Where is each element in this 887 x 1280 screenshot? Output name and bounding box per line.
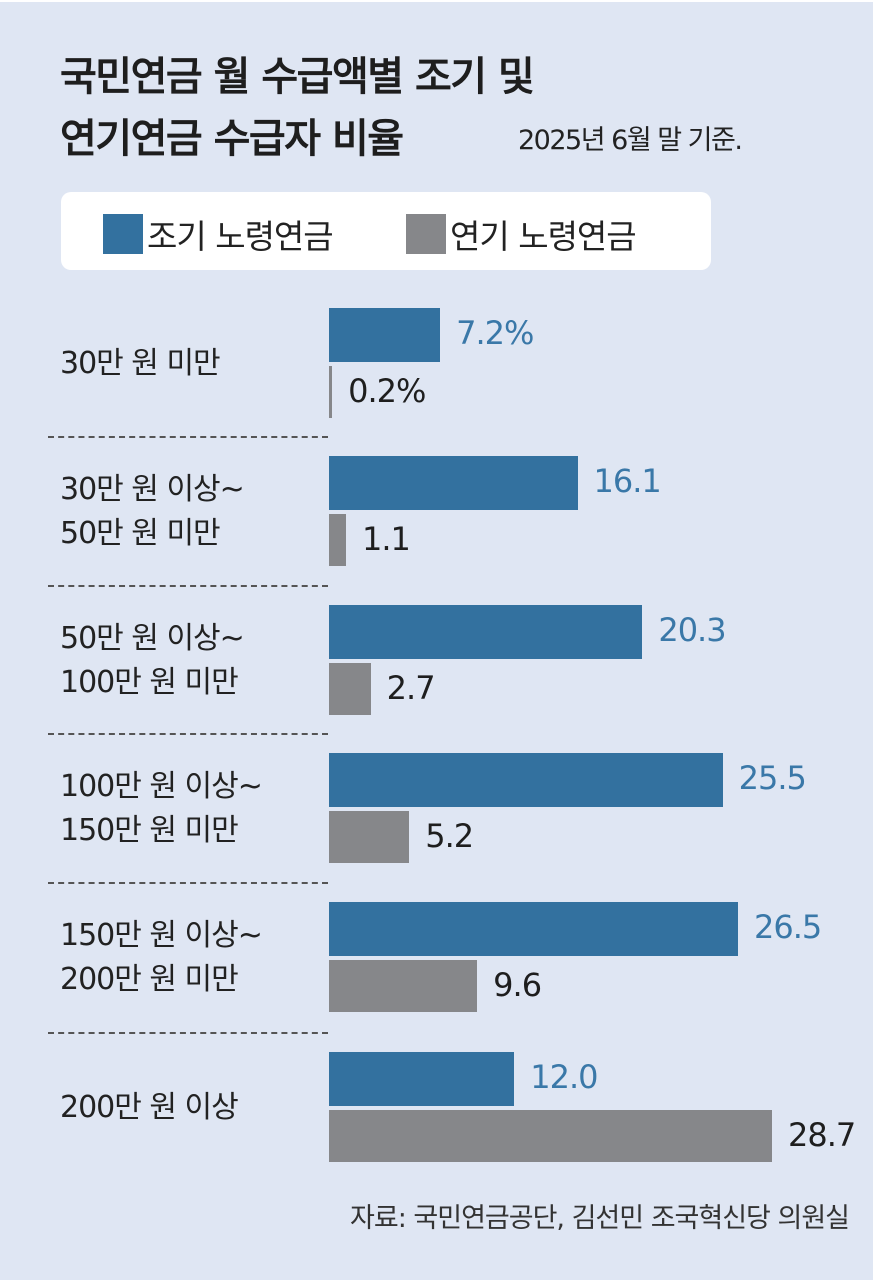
value-label-deferred: 9.6 [493,966,542,1004]
category-label: 30만 원 미만 [60,346,221,381]
legend: 조기 노령연금 연기 노령연금 [61,192,711,270]
group-divider [48,733,328,735]
bar-early [329,308,441,362]
category-label: 200만 원 이상 [60,1090,239,1125]
chart-subtitle: 2025년 6월 말 기준. [518,125,743,156]
group-divider [48,882,328,884]
bar-early [329,456,578,510]
legend-item-deferred: 연기 노령연금 [406,210,637,258]
bar-deferred [329,663,371,715]
source-note: 자료: 국민연금공단, 김선민 조국혁신당 의원실 [350,1203,850,1234]
legend-swatch-early [103,214,143,254]
legend-swatch-deferred [406,214,446,254]
value-label-deferred: 1.1 [361,520,411,558]
bar-early [329,605,643,659]
value-label-early: 26.5 [754,908,822,946]
bar-deferred [329,1110,772,1162]
value-label-deferred: 2.7 [386,669,436,707]
bar-early [329,1052,515,1106]
bar-deferred [329,366,333,418]
bar-deferred [329,960,478,1012]
category-label: 100만 원 이상~ [60,769,263,804]
value-label-early: 12.0 [530,1058,598,1096]
bar-early [329,753,723,807]
category-label: 30만 원 이상~ [60,472,245,507]
category-label: 100만 원 미만 [60,665,239,700]
legend-label-early: 조기 노령연금 [147,217,334,256]
value-label-early: 25.5 [738,759,807,797]
chart-title-line-2: 연기연금 수급자 비율 [60,116,404,162]
category-label: 150만 원 미만 [60,813,239,848]
bar-early [329,902,739,956]
bar-deferred [329,514,346,566]
value-label-deferred: 5.2 [425,817,474,855]
group-divider [48,436,328,438]
legend-item-early: 조기 노령연금 [103,210,334,258]
value-label-early: 20.3 [658,611,726,649]
category-label: 150만 원 이상~ [60,918,263,953]
legend-label-deferred: 연기 노령연금 [450,217,637,256]
value-label-early: 7.2% [456,314,534,352]
category-label: 50만 원 미만 [60,516,221,551]
value-label-deferred: 28.7 [788,1116,856,1154]
value-label-deferred: 0.2% [348,372,426,410]
group-divider [48,1032,328,1034]
bar-deferred [329,811,410,863]
value-label-early: 16.1 [593,462,662,500]
group-divider [48,585,328,587]
category-label: 200만 원 미만 [60,962,239,997]
chart-title-line-1: 국민연금 월 수급액별 조기 및 [60,54,535,100]
category-label: 50만 원 이상~ [60,621,245,656]
